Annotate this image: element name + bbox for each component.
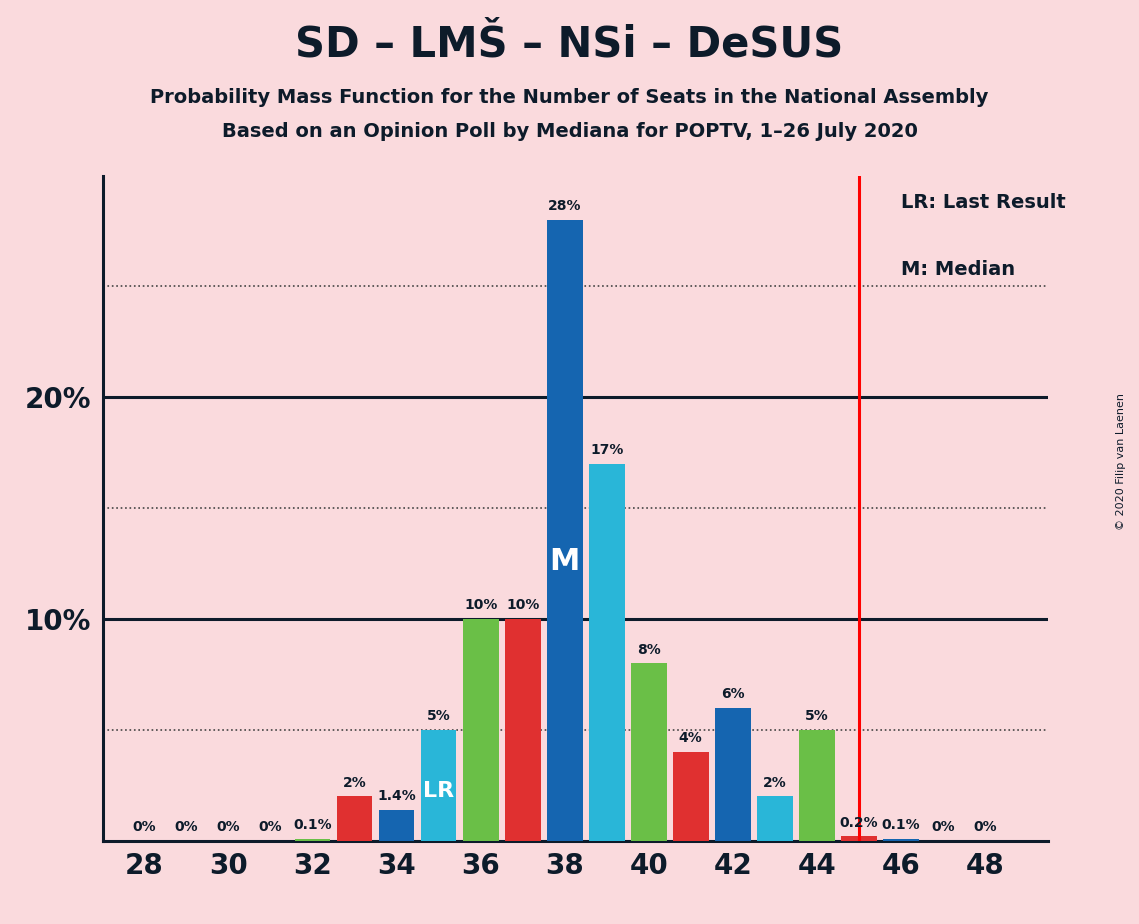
Bar xyxy=(462,619,499,841)
Bar xyxy=(337,796,372,841)
Text: Probability Mass Function for the Number of Seats in the National Assembly: Probability Mass Function for the Number… xyxy=(150,88,989,107)
Text: 28%: 28% xyxy=(548,200,581,213)
Text: 0%: 0% xyxy=(174,821,198,834)
Text: 1.4%: 1.4% xyxy=(377,789,416,803)
Bar xyxy=(798,730,835,841)
Bar xyxy=(883,839,919,841)
Text: LR: Last Result: LR: Last Result xyxy=(901,193,1066,213)
Text: 0%: 0% xyxy=(133,821,156,834)
Text: 17%: 17% xyxy=(590,444,623,457)
Text: M: M xyxy=(549,547,580,576)
Text: 0.1%: 0.1% xyxy=(882,818,920,832)
Text: Based on an Opinion Poll by Mediana for POPTV, 1–26 July 2020: Based on an Opinion Poll by Mediana for … xyxy=(222,122,917,141)
Text: 0.1%: 0.1% xyxy=(293,818,331,832)
Text: LR: LR xyxy=(423,781,454,801)
Text: 0%: 0% xyxy=(259,821,282,834)
Bar xyxy=(420,730,457,841)
Bar xyxy=(631,663,666,841)
Text: 4%: 4% xyxy=(679,732,703,746)
Text: M: Median: M: Median xyxy=(901,260,1015,279)
Bar xyxy=(589,464,624,841)
Text: 0%: 0% xyxy=(973,821,997,834)
Text: 10%: 10% xyxy=(464,599,498,613)
Text: © 2020 Filip van Laenen: © 2020 Filip van Laenen xyxy=(1116,394,1125,530)
Bar xyxy=(841,836,877,841)
Text: SD – LMŠ – NSi – DeSUS: SD – LMŠ – NSi – DeSUS xyxy=(295,23,844,65)
Text: 8%: 8% xyxy=(637,643,661,657)
Bar xyxy=(295,839,330,841)
Bar xyxy=(673,752,708,841)
Text: 0.2%: 0.2% xyxy=(839,816,878,830)
Text: 0%: 0% xyxy=(216,821,240,834)
Text: 5%: 5% xyxy=(427,710,451,723)
Bar xyxy=(757,796,793,841)
Text: 2%: 2% xyxy=(343,776,367,790)
Text: 5%: 5% xyxy=(805,710,829,723)
Text: 6%: 6% xyxy=(721,687,745,701)
Bar xyxy=(547,220,582,841)
Bar xyxy=(505,619,541,841)
Text: 10%: 10% xyxy=(506,599,540,613)
Text: 0%: 0% xyxy=(931,821,954,834)
Bar xyxy=(715,708,751,841)
Text: 2%: 2% xyxy=(763,776,787,790)
Bar xyxy=(379,809,415,841)
